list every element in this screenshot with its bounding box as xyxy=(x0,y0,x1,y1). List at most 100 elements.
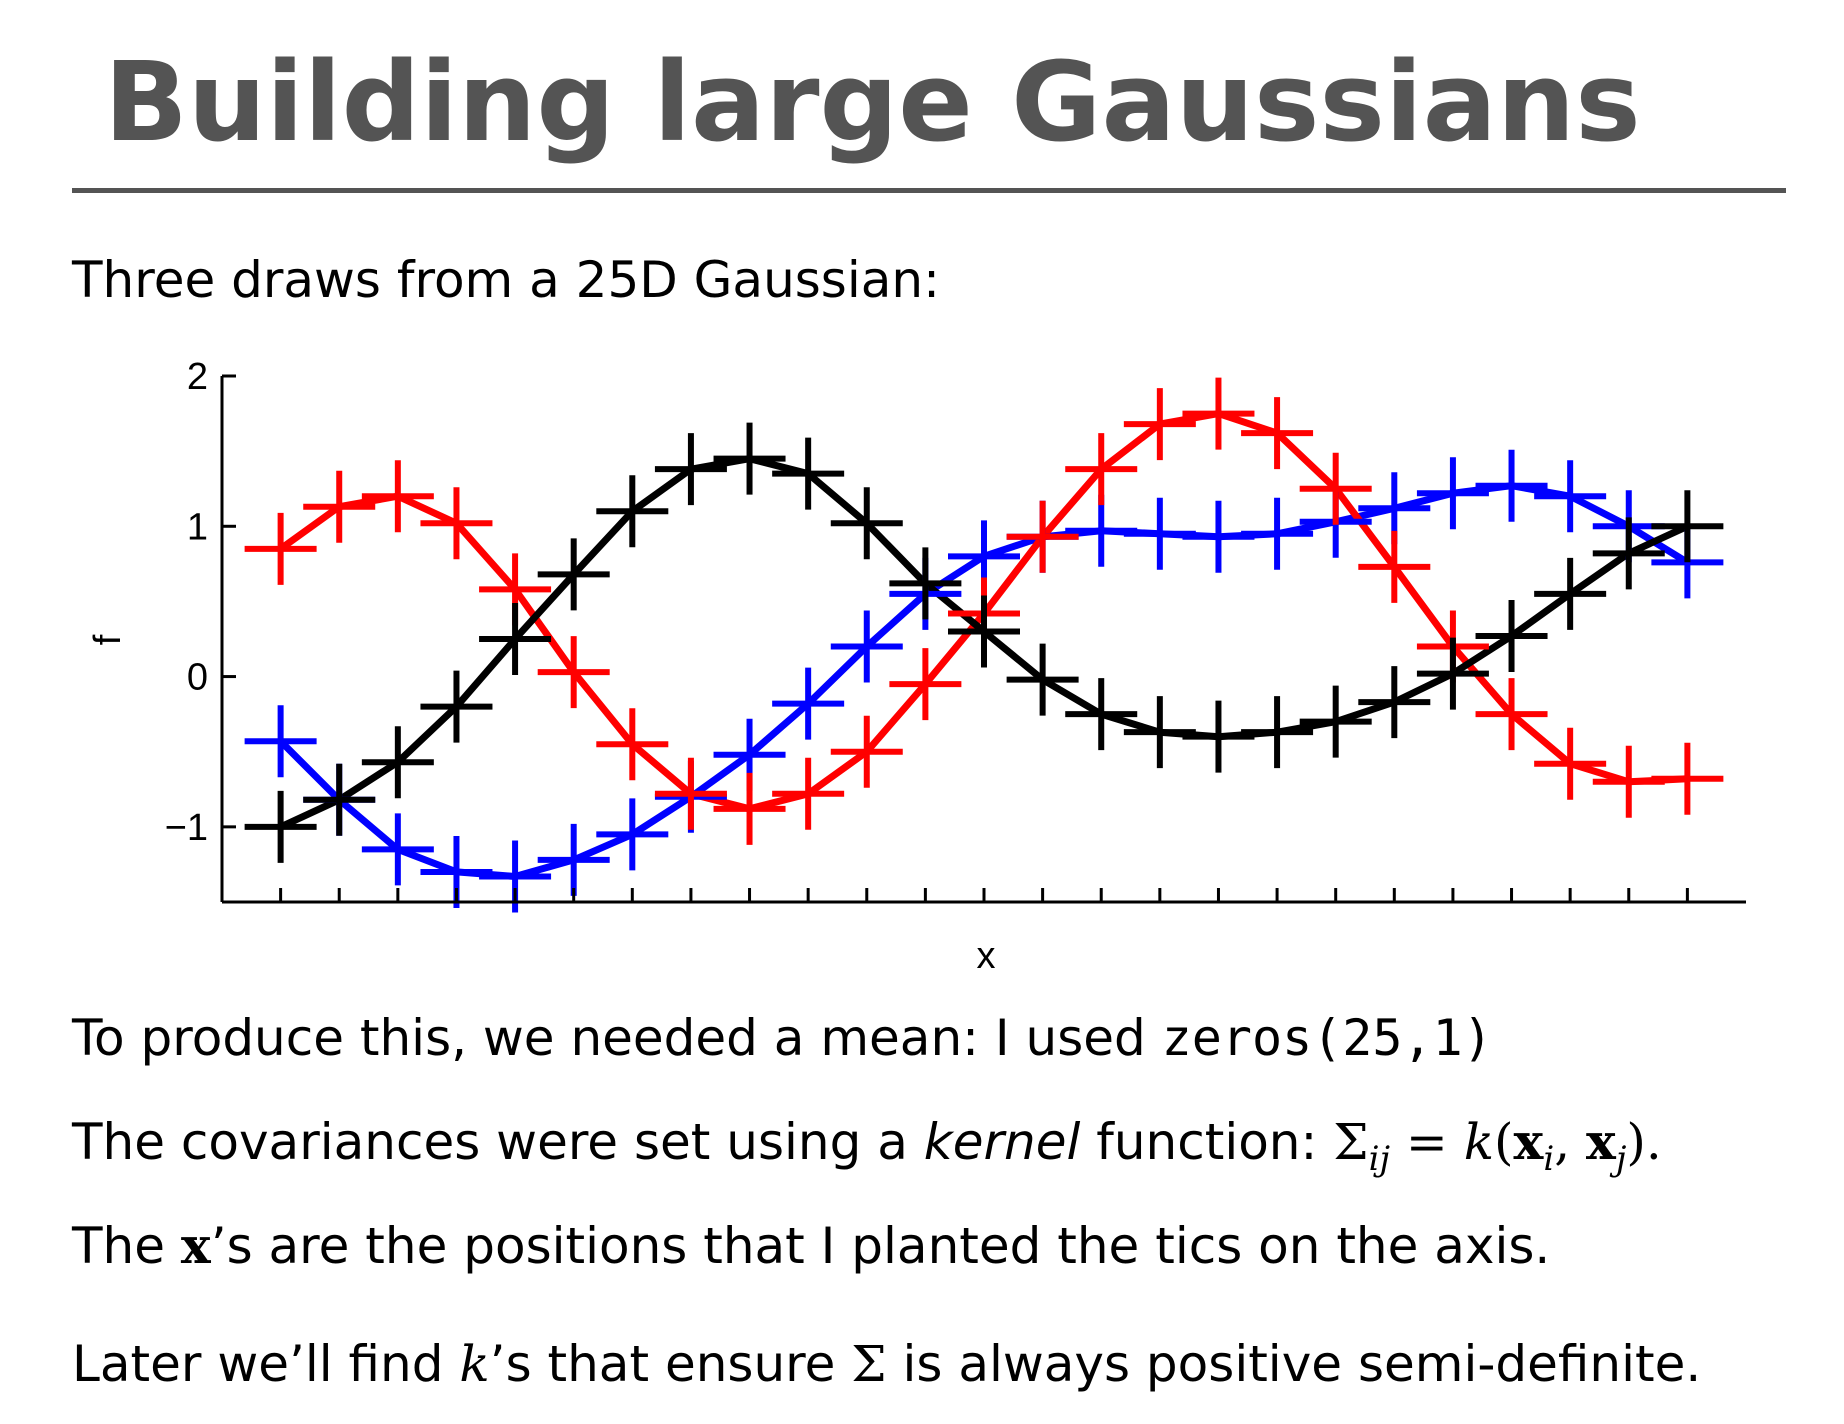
comma: , xyxy=(1554,1113,1587,1171)
series-1-marker-22 xyxy=(1475,449,1548,522)
series-3-marker-19 xyxy=(1299,685,1372,758)
series-2-marker-3 xyxy=(361,460,434,533)
series-1-marker-17 xyxy=(1182,500,1255,573)
series-1-marker-10 xyxy=(772,667,845,740)
series-1-marker-6 xyxy=(537,823,610,896)
series-2-marker-2 xyxy=(303,470,376,543)
mean-code: zeros(25,1) xyxy=(1161,1009,1493,1067)
psd-text-prefix: Later we’ll find xyxy=(72,1335,460,1393)
y-tick-label-0: −1 xyxy=(165,807,208,849)
series-2-marker-18 xyxy=(1241,397,1314,470)
series-2-marker-8 xyxy=(654,757,727,830)
series-1-marker-1 xyxy=(244,705,317,778)
x-i-symbol: x xyxy=(1513,1112,1544,1171)
series-2-marker-7 xyxy=(596,708,669,781)
sigma-symbol: Σ xyxy=(1333,1113,1369,1171)
mean-text: To produce this, we needed a mean: I use… xyxy=(72,1006,1493,1070)
series-2-marker-20 xyxy=(1358,530,1431,603)
series-3-marker-22 xyxy=(1475,599,1548,672)
x-ticks xyxy=(279,888,1689,902)
series-2-marker-14 xyxy=(1006,500,1079,573)
series-2-marker-17 xyxy=(1182,377,1255,450)
series-3-marker-13 xyxy=(948,595,1020,668)
sigma-subscript: ij xyxy=(1368,1139,1391,1179)
series-3-marker-23 xyxy=(1534,557,1607,630)
x-j-subscript: j xyxy=(1615,1139,1627,1179)
covariance-text: The covariances were set using a kernel … xyxy=(72,1110,1662,1191)
sigma-symbol-2: Σ xyxy=(851,1335,887,1393)
series-2-marker-1 xyxy=(244,512,317,585)
y-tick-label-2: 1 xyxy=(187,506,208,548)
series-3-marker-7 xyxy=(596,475,669,548)
slide-title: Building large Gaussians xyxy=(104,38,1641,166)
series-3-marker-12 xyxy=(889,547,962,620)
x-axis-label: x xyxy=(977,935,996,977)
positions-text: The x’s are the positions that I planted… xyxy=(72,1214,1550,1278)
series-3-marker-14 xyxy=(1006,643,1079,716)
series-1-marker-11 xyxy=(830,610,903,683)
series-1-marker-23 xyxy=(1534,460,1607,533)
series-3-marker-11 xyxy=(830,487,903,560)
series-3-marker-15 xyxy=(1065,678,1138,751)
x-bold-symbol: x xyxy=(180,1216,211,1275)
psd-text-mid: ’s that ensure xyxy=(489,1335,852,1393)
series-2-marker-10 xyxy=(772,757,845,830)
series-2-marker-25 xyxy=(1651,742,1724,815)
series-1-marker-21 xyxy=(1416,457,1489,530)
x-j-symbol: x xyxy=(1586,1112,1616,1171)
series-1-marker-15 xyxy=(1065,494,1138,567)
psd-text: Later we’ll find k’s that ensure Σ is al… xyxy=(72,1332,1701,1396)
y-tick-label-3: 2 xyxy=(187,356,208,398)
series-3-marker-6 xyxy=(537,538,610,611)
series-2-marker-22 xyxy=(1475,678,1548,751)
series-2-marker-24 xyxy=(1592,745,1665,818)
series-1-marker-7 xyxy=(596,798,669,871)
close-paren: ). xyxy=(1626,1113,1662,1171)
kernel-k: k xyxy=(1463,1113,1495,1171)
series-3-marker-21 xyxy=(1416,637,1489,710)
mean-text-prefix: To produce this, we needed a mean: I use… xyxy=(72,1009,1162,1067)
psd-text-suffix: is always positive semi-definite. xyxy=(886,1335,1702,1393)
equals-sign: = xyxy=(1390,1113,1464,1171)
covariance-text-prefix: The covariances were set using a xyxy=(72,1113,924,1171)
x-i-subscript: i xyxy=(1543,1139,1555,1179)
series-3-marker-9 xyxy=(713,422,786,495)
series-3-marker-8 xyxy=(654,433,727,506)
series-3-marker-2 xyxy=(303,763,376,836)
series-3-marker-20 xyxy=(1358,666,1431,739)
k-symbol: k xyxy=(459,1335,490,1393)
intro-text: Three draws from a 25D Gaussian: xyxy=(72,251,940,309)
series-1-marker-18 xyxy=(1241,497,1314,570)
series-3-marker-16 xyxy=(1123,696,1196,769)
y-tick-label-1: 0 xyxy=(187,657,208,699)
series-2-marker-9 xyxy=(713,772,786,845)
series-2-marker-6 xyxy=(537,636,610,709)
series-3-marker-18 xyxy=(1241,696,1314,769)
y-axis-label: f xyxy=(87,634,129,645)
plot-markers xyxy=(244,377,1724,913)
series-1-marker-3 xyxy=(361,813,434,886)
series-3-marker-24 xyxy=(1592,517,1665,590)
series-3-marker-1 xyxy=(244,790,317,863)
series-2-marker-19 xyxy=(1299,452,1372,525)
series-3-marker-17 xyxy=(1182,700,1255,773)
series-2-marker-4 xyxy=(420,487,493,560)
series-1-marker-16 xyxy=(1123,497,1196,570)
series-3-marker-10 xyxy=(772,437,845,510)
series-2-marker-12 xyxy=(889,648,962,721)
series-2-marker-15 xyxy=(1065,433,1138,506)
title-divider xyxy=(72,188,1786,193)
positions-text-prefix: The xyxy=(72,1217,181,1275)
series-3-marker-4 xyxy=(420,670,493,743)
series-3-marker-5 xyxy=(479,603,552,675)
open-paren: ( xyxy=(1494,1113,1514,1171)
positions-text-suffix: ’s are the positions that I planted the … xyxy=(210,1217,1551,1275)
kernel-word: kernel xyxy=(923,1113,1081,1171)
series-2-marker-23 xyxy=(1534,727,1607,800)
series-3-marker-3 xyxy=(361,726,434,799)
y-ticks: −1 0 1 2 xyxy=(165,356,236,849)
series-3-marker-25 xyxy=(1651,490,1724,563)
covariance-text-mid: function: xyxy=(1080,1113,1334,1171)
series-2-marker-16 xyxy=(1123,388,1196,461)
